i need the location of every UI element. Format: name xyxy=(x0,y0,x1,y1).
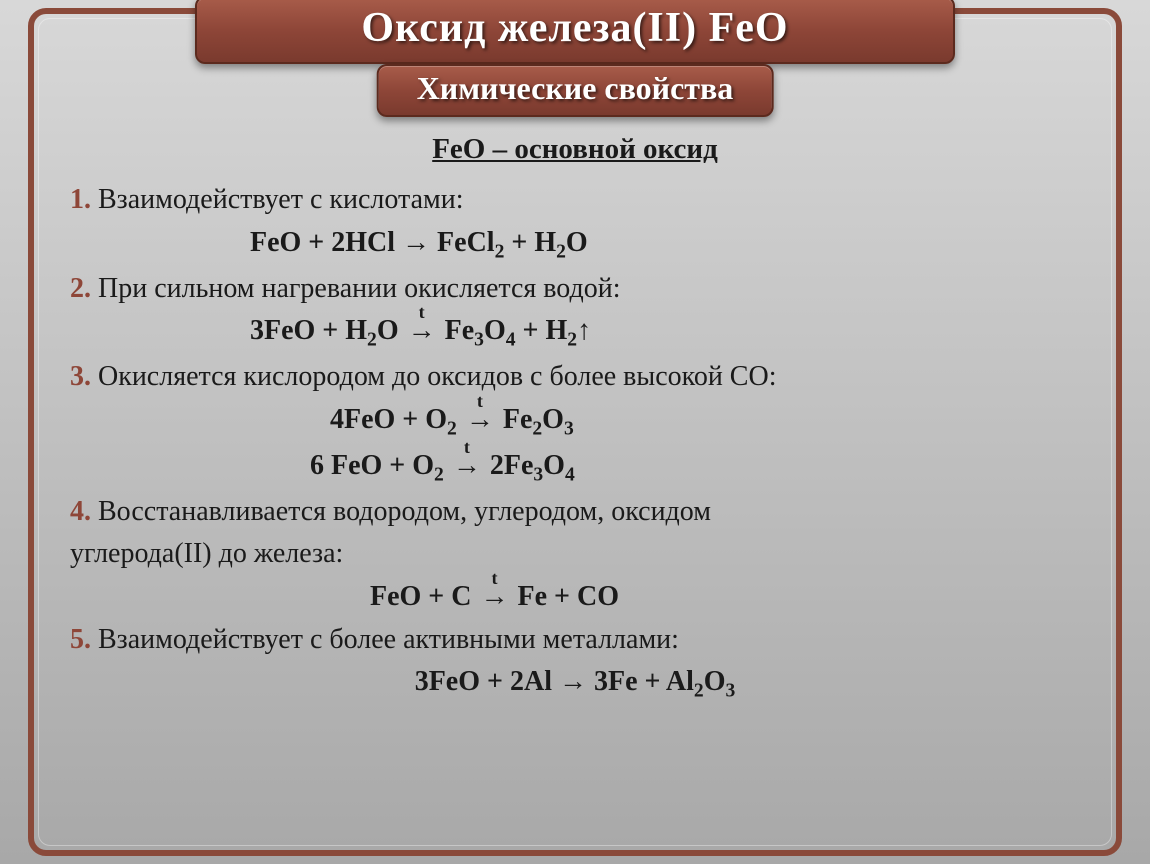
equation: 3FeO + H2O → Fe3O4 + H2↑ xyxy=(70,311,1080,355)
title-banner: Оксид железа(II) FeO xyxy=(195,0,955,64)
equation: 4FeO + O2 → Fe2O3 xyxy=(70,400,1080,444)
list-item: 2. При сильном нагревании окисляется вод… xyxy=(70,269,1080,310)
item-number: 2. xyxy=(70,273,91,304)
item-text: Восстанавливается водородом, углеродом, … xyxy=(98,496,711,527)
equation: FeO + C → Fe + CO xyxy=(70,577,1080,618)
slide-subtitle: Химические свойства xyxy=(417,70,734,107)
subtitle-banner: Химические свойства xyxy=(377,64,774,117)
item-text: Взаимодействует с кислотами: xyxy=(98,184,463,215)
item-number: 3. xyxy=(70,361,91,392)
item-text: Окисляется кислородом до оксидов с более… xyxy=(98,361,776,392)
list-item: 5. Взаимодействует с более активными мет… xyxy=(70,620,1080,661)
item-text: углерода(II) до железа: xyxy=(70,538,343,569)
list-item: 4. Восстанавливается водородом, углеродо… xyxy=(70,492,1080,533)
equation: 6 FeO + O2 → 2Fe3O4 xyxy=(70,446,1080,490)
equation: FeO + 2HCl → FeCl2 + H2O xyxy=(70,223,1080,267)
item-number: 1. xyxy=(70,184,91,215)
item-text: Взаимодействует с более активными металл… xyxy=(98,624,679,655)
slide-title: Оксид железа(II) FeO xyxy=(245,4,905,52)
item-text: При сильном нагревании окисляется водой: xyxy=(98,273,621,304)
equation: 3FeO + 2Al → 3Fe + Al2O3 xyxy=(70,662,1080,706)
list-item-continuation: углерода(II) до железа: xyxy=(70,534,1080,575)
item-number: 4. xyxy=(70,496,91,527)
list-item: 3. Окисляется кислородом до оксидов с бо… xyxy=(70,357,1080,398)
list-item: 1. Взаимодействует с кислотами: xyxy=(70,180,1080,221)
item-number: 5. xyxy=(70,624,91,655)
content-area: FeO – основной оксид 1. Взаимодействует … xyxy=(70,128,1080,708)
content-heading: FeO – основной оксид xyxy=(70,128,1080,170)
